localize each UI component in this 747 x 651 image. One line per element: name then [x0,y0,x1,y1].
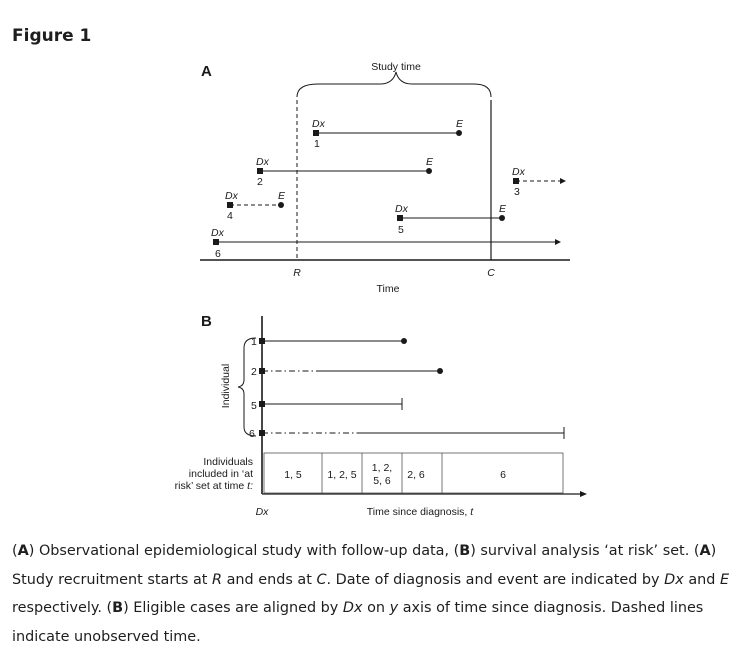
risk-set-cell-2: 1, 2, 5 [327,469,356,481]
figure-diagram: A Study time R C Time Dx 1 E Dx 2 E [175,61,587,518]
panel-b-label: B [201,313,212,330]
individual-1-label: 1 [251,336,257,348]
case-1-id: 1 [314,138,320,150]
case-2-event: E [426,156,434,168]
case-6: Dx 6 [211,227,561,260]
risk-set-cell-5: 6 [500,469,506,481]
risk-set-table [263,452,564,494]
panel-a-label: A [201,63,212,80]
panel-b: B Individual 1 2 5 [175,313,587,518]
risk-set-cells: 1, 5 1, 2, 5 1, 2, 5, 6 2, 6 6 [284,462,506,487]
risk-set-cell-1: 1, 5 [284,469,302,481]
case-2: Dx 2 E [256,156,434,188]
case-6-id: 6 [215,248,221,260]
case-4-id: 4 [227,210,233,222]
case-4: Dx 4 E [225,190,286,222]
study-time-brace [296,71,492,98]
individual-axis-label: Individual [220,364,232,408]
case-1-event: E [456,118,464,130]
individual-6-label: 6 [249,428,255,440]
study-time-label: Study time [371,61,421,73]
case-2-id: 2 [257,176,263,188]
individual-6-row: 6 [249,427,565,440]
case-1: Dx 1 E [312,118,464,150]
case-5: Dx 5 E [395,203,507,236]
recruit-start-label: R [293,267,301,279]
figure-title: Figure 1 [12,26,92,46]
case-4-event: E [278,190,286,202]
risk-set-cell-3: 1, 2, 5, 6 [372,462,392,487]
risk-set-cell-4: 2, 6 [407,469,425,481]
individual-brace [237,337,257,437]
case-6-dx: Dx [211,227,225,239]
case-5-id: 5 [398,224,404,236]
risk-set-label-line-2: included in ‘at [189,468,253,480]
figure-caption: (A) Observational epidemiological study … [12,543,730,645]
individual-1-row: 1 [251,336,407,348]
case-5-event: E [499,203,507,215]
case-3: Dx 3 [512,166,566,198]
individual-2-row: 2 [251,366,443,378]
case-3-dx: Dx [512,166,526,178]
x-axis-arrow [580,491,587,497]
x-axis-label: Time since diagnosis, t [367,506,475,518]
time-axis-label: Time [377,283,400,295]
panel-a: A Study time R C Time Dx 1 E Dx 2 E [200,61,570,295]
case-3-id: 3 [514,186,520,198]
risk-set-label-line-3: risk’ set at time t: [175,480,253,492]
individual-2-label: 2 [251,366,257,378]
x-origin-label: Dx [256,506,270,518]
individual-5-label: 5 [251,400,257,412]
case-2-dx: Dx [256,156,270,168]
case-5-dx: Dx [395,203,409,215]
individual-5-row: 5 [251,398,403,412]
recruit-end-label: C [487,267,495,279]
case-4-dx: Dx [225,190,239,202]
risk-set-label-line-1: Individuals [203,456,253,468]
case-1-dx: Dx [312,118,326,130]
